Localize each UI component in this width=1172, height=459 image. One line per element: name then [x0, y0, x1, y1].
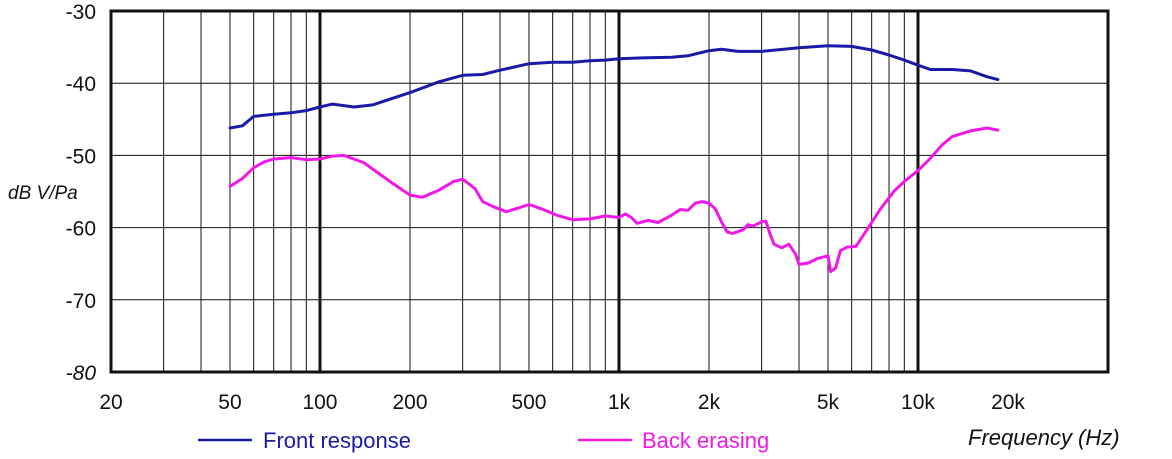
chart-ticks: 20 50 100 200 500 1k 2k 5k 10k 20k -30 -40 -50 -60 -70…	[66, 1, 1026, 414]
x-tick-label: 100	[302, 391, 337, 414]
series-line-front-response	[228, 44, 1000, 130]
series-line-back-erasing	[228, 126, 1000, 274]
legend-label-front-response: Front response	[263, 428, 411, 453]
y-tick-label: -30	[66, 1, 96, 24]
chart-series	[228, 44, 1000, 274]
x-tick-label: 500	[511, 391, 546, 414]
x-tick-label: 5k	[817, 391, 840, 414]
x-axis-label: Frequency (Hz)	[968, 425, 1120, 450]
x-tick-label: 50	[218, 391, 241, 414]
y-tick-label: -50	[66, 145, 96, 168]
x-tick-label: 2k	[698, 391, 721, 414]
legend-label-back-erasing: Back erasing	[642, 428, 769, 453]
y-axis-label: dB V/Pa	[8, 183, 78, 204]
x-tick-label: 200	[392, 391, 427, 414]
plot-frame	[109, 9, 1110, 374]
y-tick-label: -80	[66, 362, 97, 385]
chart-grid	[111, 11, 1108, 372]
y-tick-label: -60	[66, 218, 96, 241]
x-tick-label: 20	[99, 391, 122, 414]
x-tick-label: 20k	[991, 391, 1025, 414]
legend: Front response Back erasing	[198, 428, 769, 453]
y-tick-label: -70	[66, 290, 96, 313]
y-tick-label: -40	[66, 73, 96, 96]
x-tick-label: 1k	[608, 391, 631, 414]
x-tick-label: 10k	[901, 391, 935, 414]
